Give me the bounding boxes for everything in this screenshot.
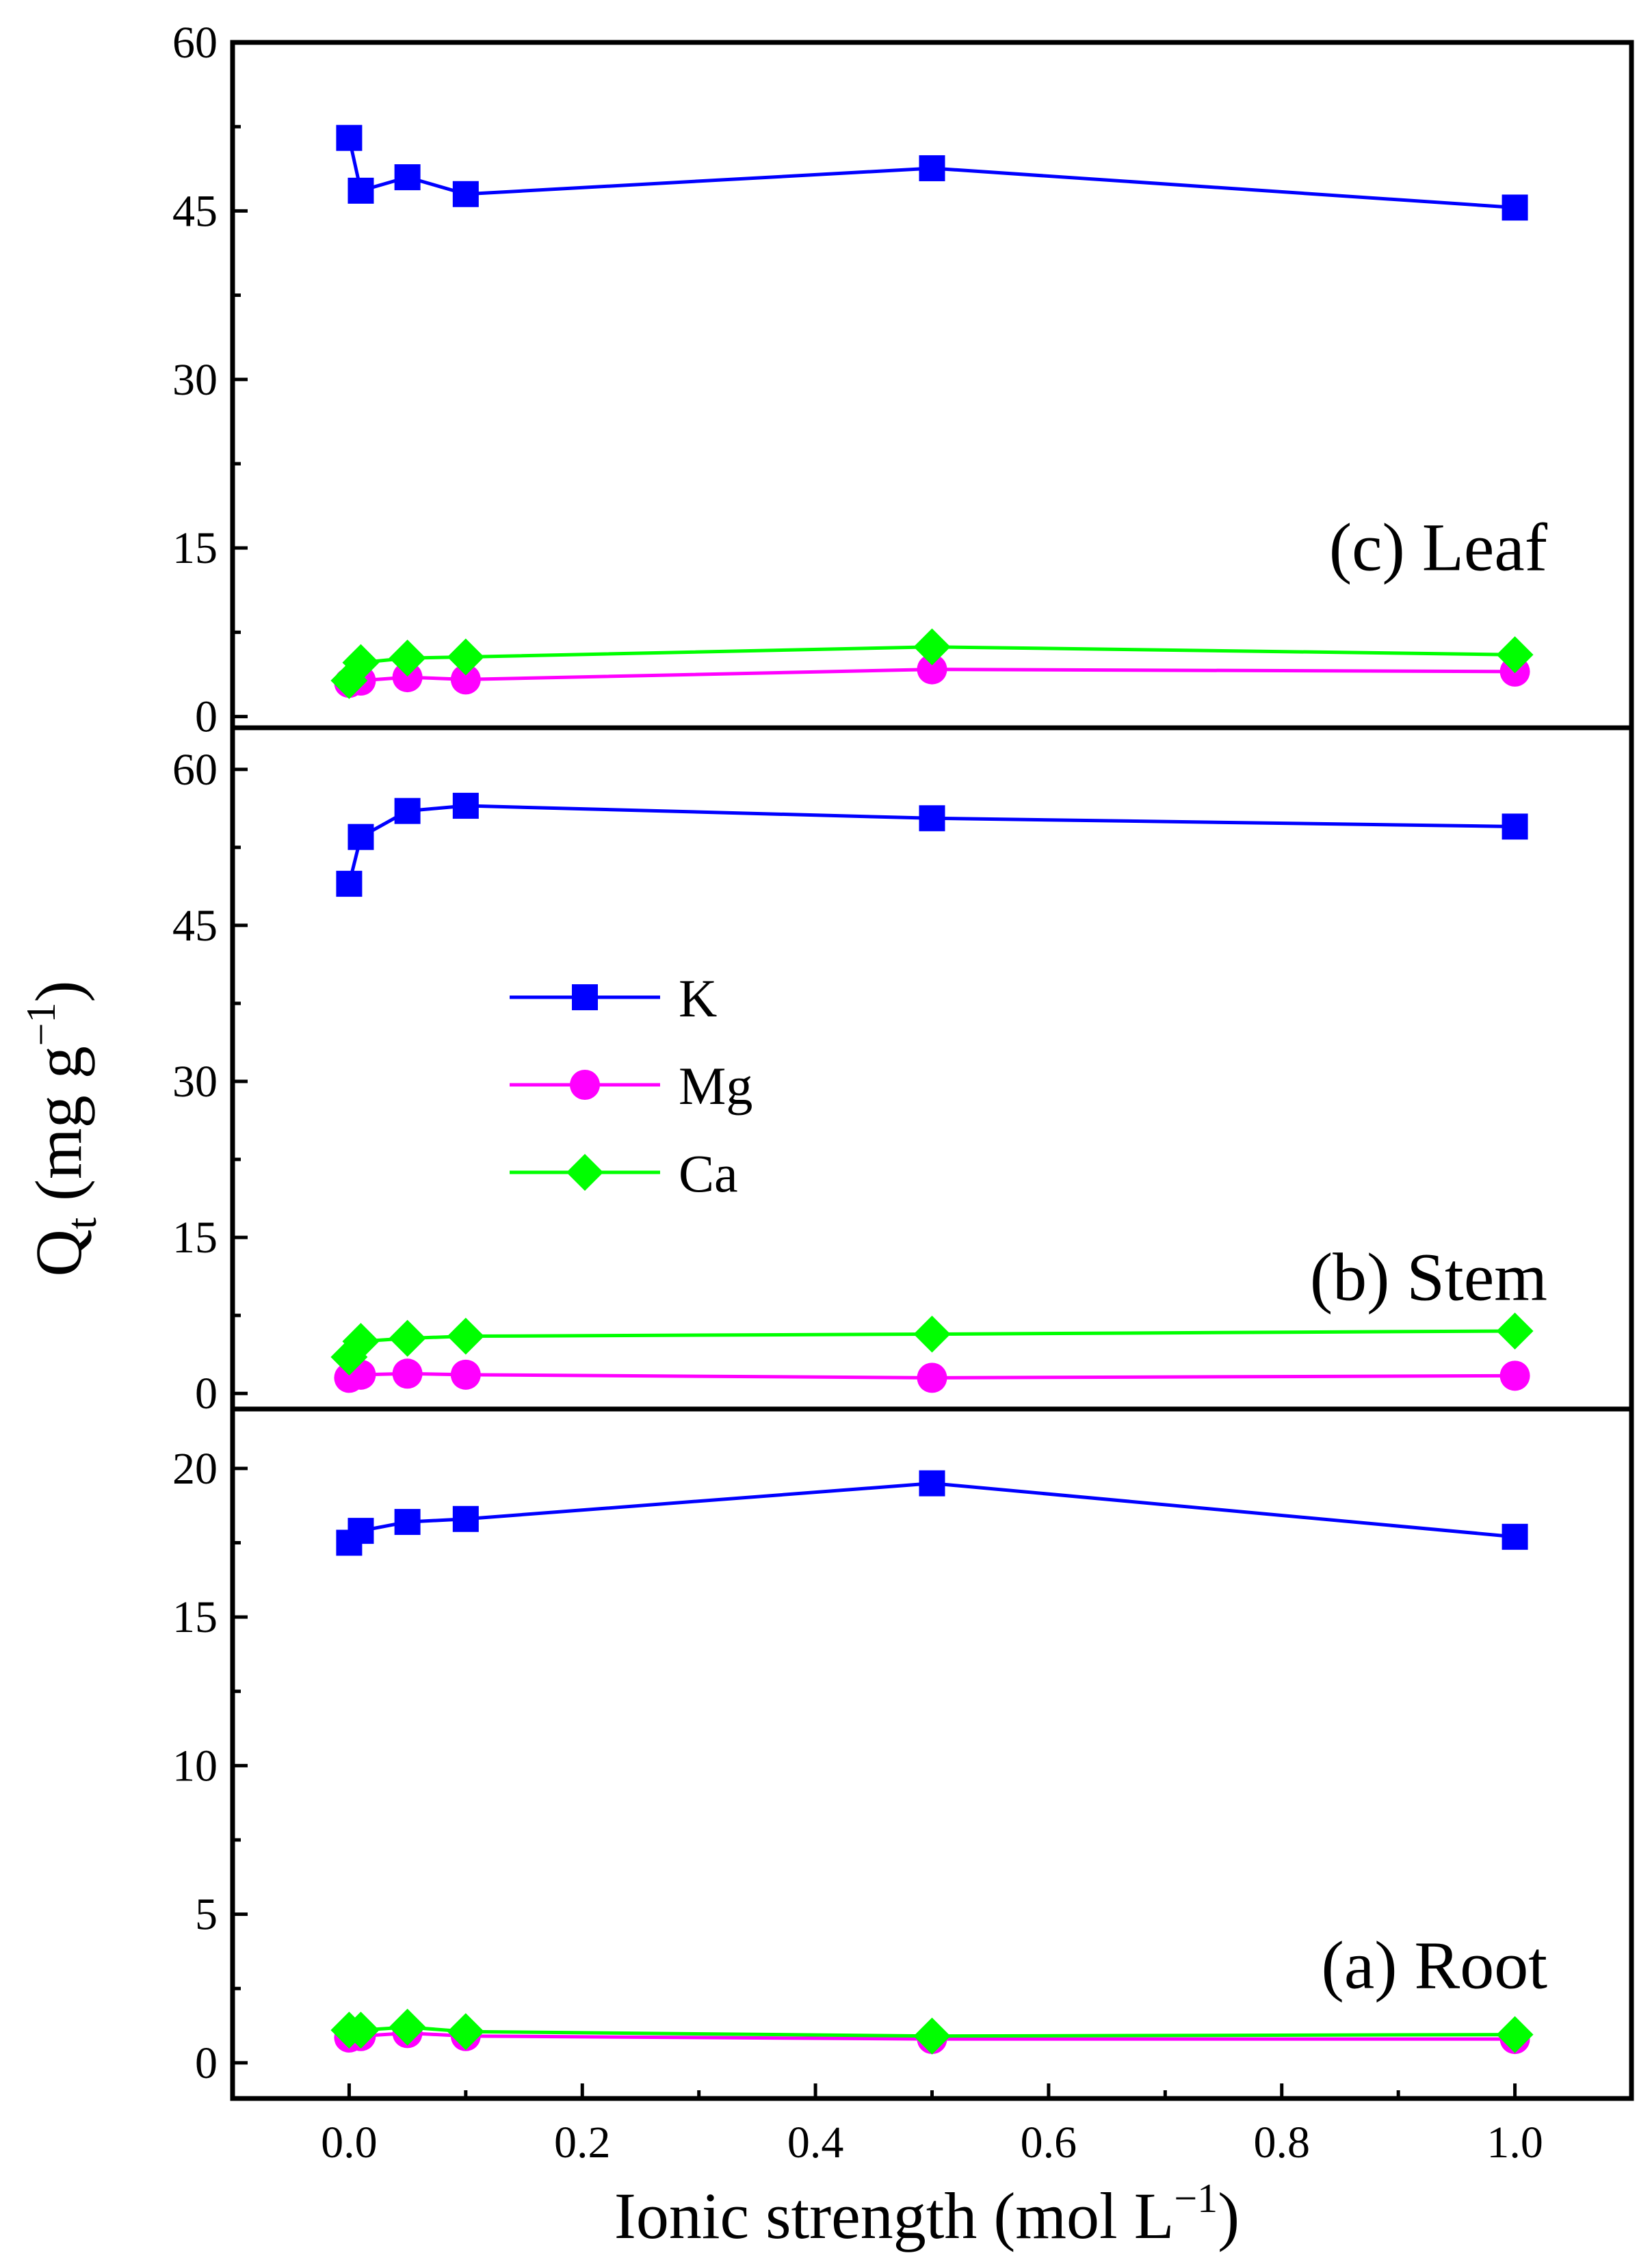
data-point-k	[1502, 813, 1528, 840]
y-tick-label: 20	[172, 1444, 218, 1494]
panel-label: (a) Root	[1322, 1927, 1548, 2003]
data-point-mg	[392, 1358, 423, 1389]
data-point-k	[452, 793, 479, 819]
panel-label: (b) Stem	[1310, 1239, 1547, 1315]
data-point-ca	[330, 1338, 368, 1375]
panel-label: (c) Leaf	[1329, 510, 1548, 585]
y-tick-label: 45	[172, 901, 218, 951]
data-point-ca	[389, 2008, 426, 2046]
data-point-ca	[913, 2017, 951, 2055]
y-tick-label: 45	[172, 186, 218, 236]
data-point-k	[919, 155, 945, 181]
x-tick-label: 0.0	[321, 2118, 378, 2168]
data-point-ca	[389, 640, 426, 677]
data-point-ca	[447, 638, 484, 676]
legend-label-ca: Ca	[679, 1144, 738, 1203]
data-point-ca	[913, 1315, 951, 1353]
data-point-ca	[1496, 2016, 1534, 2053]
panels-layer: 0 15 30 45 60 (c) Leaf 0 15 30 45 60 (b) Stem 0 5 10 15…	[172, 18, 1634, 2168]
legend-label-mg: Mg	[679, 1056, 752, 1116]
legend-marker-ca	[566, 1154, 603, 1191]
data-point-ca	[342, 644, 380, 681]
y-tick-label: 0	[195, 2038, 218, 2088]
data-point-k	[394, 1509, 421, 1536]
x-axis-title: Ionic strength (mol L−1)	[614, 2176, 1240, 2252]
legend: K Mg Ca	[510, 969, 752, 1203]
data-point-k	[348, 1518, 374, 1544]
data-point-k	[919, 1470, 945, 1497]
y-tick-label: 15	[172, 1592, 218, 1642]
legend-label-k: K	[679, 969, 717, 1028]
data-point-k	[1502, 194, 1528, 221]
data-point-k	[348, 177, 374, 204]
data-point-ca	[330, 662, 368, 700]
data-point-mg	[450, 1359, 481, 1390]
x-tick-label: 0.2	[554, 2118, 611, 2168]
x-tick-label: 0.8	[1254, 2118, 1311, 2168]
data-point-k	[348, 824, 374, 850]
data-point-k	[336, 124, 363, 151]
data-point-k	[1502, 1523, 1528, 1550]
panel-leaf: 0 15 30 45 60 (c) Leaf	[172, 18, 1634, 742]
data-point-k	[336, 871, 363, 897]
data-point-k	[919, 805, 945, 832]
panel-frame	[230, 40, 1634, 730]
data-point-mg	[917, 654, 947, 685]
data-point-ca	[447, 1317, 484, 1355]
data-point-mg	[1499, 1360, 1530, 1391]
y-tick-label: 10	[172, 1741, 218, 1791]
legend-marker-k	[572, 984, 598, 1010]
y-tick-label: 60	[172, 745, 218, 795]
y-tick-label: 0	[195, 692, 218, 742]
x-tick-label: 0.6	[1021, 2118, 1077, 2168]
x-tick-label: 1.0	[1486, 2118, 1543, 2168]
y-tick-label: 60	[172, 18, 218, 68]
data-point-k	[394, 798, 421, 824]
data-point-ca	[1496, 636, 1534, 674]
y-axis-title: Qt (mg g−1)	[18, 980, 105, 1276]
data-point-ca	[342, 1323, 380, 1360]
data-point-ca	[913, 628, 951, 666]
data-point-k	[452, 181, 479, 207]
y-tick-label: 30	[172, 1057, 218, 1107]
data-point-k	[394, 164, 421, 191]
legend-marker-mg	[570, 1070, 600, 1100]
x-tick-label: 0.4	[787, 2118, 844, 2168]
data-point-ca	[1496, 1312, 1534, 1350]
data-point-ca	[389, 1319, 426, 1357]
y-tick-label: 15	[172, 523, 218, 573]
data-point-mg	[450, 664, 481, 695]
y-tick-label: 0	[195, 1369, 218, 1419]
panel-root: 0 5 10 15 20 0.0 0.2 0.4 0.6 0.8 1.0 (a) Root	[172, 1406, 1634, 2168]
data-point-mg	[392, 662, 423, 693]
data-point-ca	[447, 2013, 484, 2051]
y-tick-label: 5	[195, 1890, 218, 1940]
panel-stem: 0 15 30 45 60 (b) Stem	[172, 725, 1634, 1419]
y-tick-label: 30	[172, 355, 218, 405]
data-point-ca	[342, 2012, 380, 2049]
data-point-k	[452, 1505, 479, 1532]
y-tick-label: 15	[172, 1213, 218, 1263]
data-point-mg	[917, 1363, 947, 1393]
